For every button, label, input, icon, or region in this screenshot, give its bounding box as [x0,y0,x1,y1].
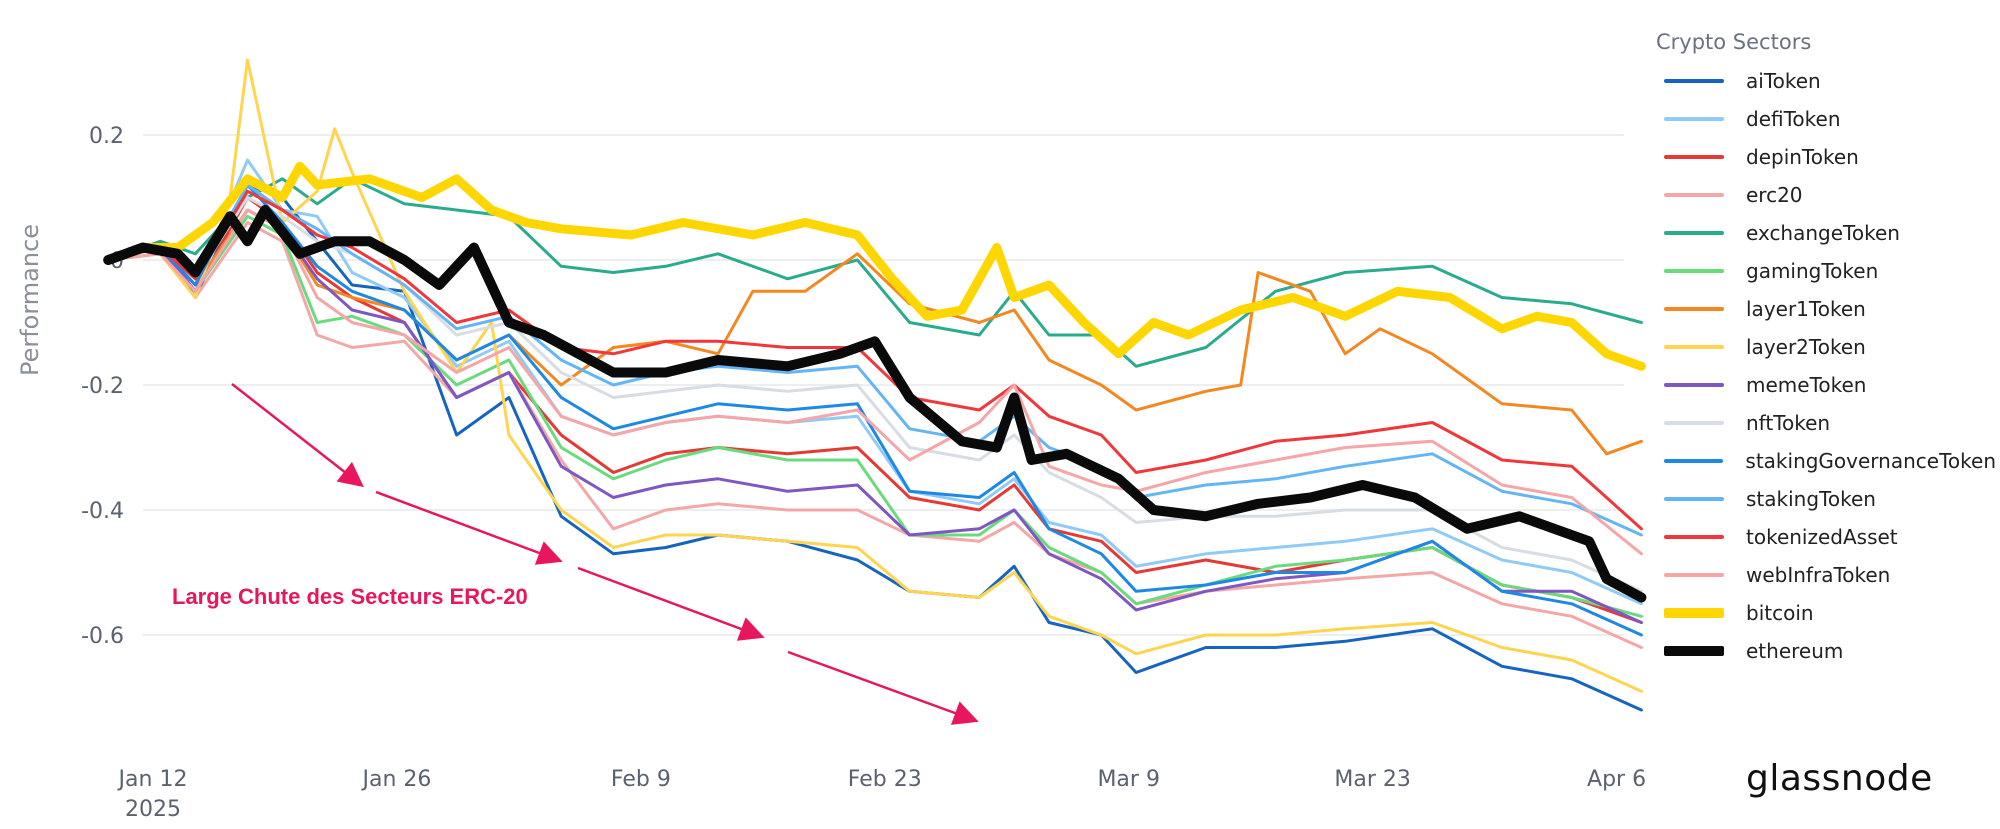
x-tick-sublabel: 2025 [125,797,181,822]
legend-label: erc20 [1746,183,1803,207]
series-line-tokenizedAsset [106,189,1643,531]
legend-swatch [1664,345,1724,349]
series-line-memeToken [106,208,1643,624]
legend-label: stakingGovernanceToken [1745,449,1996,473]
legend-swatch [1664,459,1724,463]
legend-swatch [1664,307,1724,311]
legend-item-aiToken[interactable]: aiToken [1656,62,1996,100]
legend-item-defiToken[interactable]: defiToken [1656,100,1996,138]
x-tick-label: Mar 23 [1334,767,1411,792]
legend-item-erc20[interactable]: erc20 [1656,176,1996,214]
series-line-layer1Token [106,208,1643,456]
legend-label: aiToken [1746,69,1821,93]
legend-swatch [1664,535,1724,539]
legend-swatch [1664,155,1724,159]
legend-swatch [1664,193,1724,197]
series-line-webInfraToken [106,208,1643,556]
series-layer [103,58,1647,712]
legend-item-stakingToken[interactable]: stakingToken [1656,480,1996,518]
x-tick-label: Jan 26 [360,767,431,792]
x-tick-label: Feb 9 [611,767,671,792]
series-line-stakingToken [106,183,1643,537]
legend-label: exchangeToken [1746,221,1900,245]
y-axis-label: Performance [16,224,44,376]
legend-swatch [1664,608,1724,618]
legend-item-gamingToken[interactable]: gamingToken [1656,252,1996,290]
legend-swatch [1664,421,1724,425]
series-line-bitcoin [103,161,1646,371]
legend-items: aiToken defiToken depinToken erc20 exchangeT… [1656,62,1996,670]
legend-label: memeToken [1746,373,1867,397]
legend-title: Crypto Sectors [1656,30,1812,54]
legend-item-tokenizedAsset[interactable]: tokenizedAsset [1656,518,1996,556]
annotation-text: Large Chute des Secteurs ERC-20 [172,584,528,609]
y-tick-label: -0.6 [81,624,124,649]
y-tick-label: 0.2 [89,124,124,149]
annotation-arrows [231,383,979,725]
legend-swatch [1664,117,1724,121]
series-line-erc20 [106,221,1643,649]
x-tick-label: Jan 12 [117,767,188,792]
legend-swatch [1664,497,1724,501]
legend-label: layer1Token [1746,297,1866,321]
legend-label: depinToken [1746,145,1859,169]
legend-swatch [1664,269,1724,273]
series-line-defiToken [106,158,1643,606]
legend-item-depinToken[interactable]: depinToken [1656,138,1996,176]
x-tick-label: Mar 9 [1097,767,1160,792]
series-line-ethereum [103,205,1647,603]
annotation-arrow [375,490,563,565]
legend-label: stakingToken [1746,487,1876,511]
legend-label: ethereum [1746,639,1844,663]
legend-swatch [1664,383,1724,387]
legend-item-nftToken[interactable]: nftToken [1656,404,1996,442]
annotation-arrow [231,383,364,488]
series-line-exchangeToken [106,177,1643,368]
legend-label: gamingToken [1746,259,1879,283]
legend-item-memeToken[interactable]: memeToken [1656,366,1996,404]
annotation-arrow [787,650,979,725]
x-tick-label: Feb 23 [848,767,922,792]
y-tick-label: -0.4 [81,499,124,524]
legend-item-exchangeToken[interactable]: exchangeToken [1656,214,1996,252]
legend-item-bitcoin[interactable]: bitcoin [1656,594,1996,632]
legend-label: bitcoin [1746,601,1814,625]
series-line-layer2Token [106,58,1643,693]
legend: Crypto Sectors aiToken defiToken depinToke… [1656,30,1996,670]
legend-swatch [1664,79,1724,83]
brand-logo: glassnode [1746,758,1933,799]
annotation-arrow [577,566,765,641]
legend-item-ethereum[interactable]: ethereum [1656,632,1996,670]
legend-item-layer1Token[interactable]: layer1Token [1656,290,1996,328]
legend-item-stakingGovernanceToken[interactable]: stakingGovernanceToken [1656,442,1996,480]
x-tick-label: Apr 6 [1587,767,1646,792]
legend-swatch [1664,646,1724,656]
series-line-nftToken [106,196,1643,593]
y-tick-label: -0.2 [81,374,124,399]
legend-label: layer2Token [1746,335,1866,359]
series-line-gamingToken [106,214,1643,618]
grid-layer [143,134,1624,636]
legend-item-webInfraToken[interactable]: webInfraToken [1656,556,1996,594]
legend-swatch [1664,573,1724,577]
legend-label: webInfraToken [1746,563,1891,587]
legend-item-layer2Token[interactable]: layer2Token [1656,328,1996,366]
legend-label: defiToken [1746,107,1841,131]
legend-label: tokenizedAsset [1746,525,1898,549]
legend-label: nftToken [1746,411,1831,435]
legend-swatch [1664,231,1724,235]
